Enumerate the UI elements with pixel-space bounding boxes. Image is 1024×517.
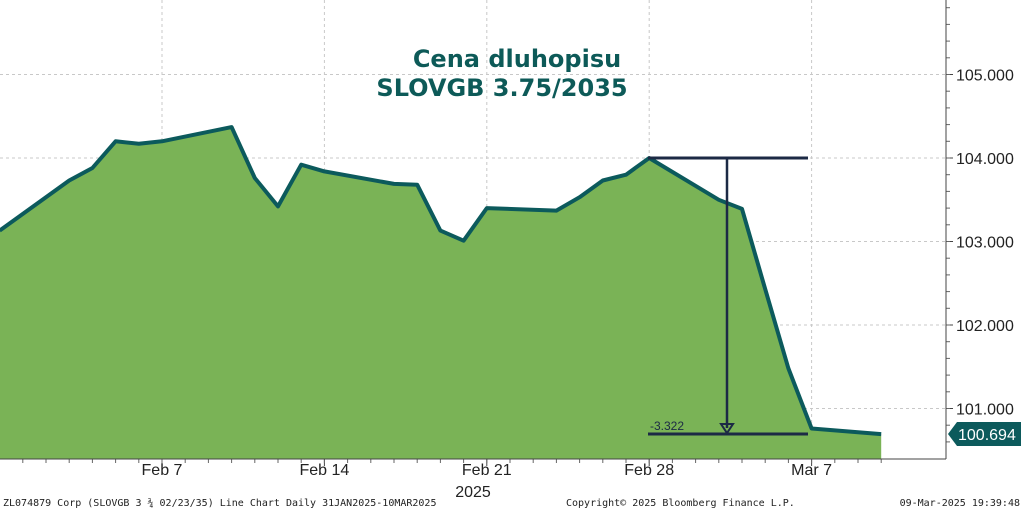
change-annotation: -3.322 [648,156,808,436]
footer-copyright: Copyright© 2025 Bloomberg Finance L.P. [566,498,795,509]
x-tick-label: Feb 7 [142,462,183,479]
last-value-badge [948,422,1021,447]
price-area [0,125,882,459]
price-line [0,125,882,437]
footer-chart-info: ZL074879 Corp (SLOVGB 3 ¾ 02/23/35) Line… [3,498,437,509]
y-tick-label: 105.000 [956,68,1014,85]
x-tick-label: Feb 14 [299,462,349,479]
chart-title: Cena dluhopisu [413,45,621,73]
y-tick-label: 101.000 [956,402,1014,419]
y-tick-label: 102.000 [956,318,1014,335]
x-tick-label: Mar 7 [791,462,832,479]
axes: 101.000 102.000 103.000 104.000 105.000 Feb 7… [0,0,1021,501]
x-tick-label: Feb 21 [462,462,512,479]
x-tick-label: Feb 28 [624,462,674,479]
y-tick-label: 103.000 [956,235,1014,252]
annotation-arrow-head [719,423,735,435]
annotation-label: -3.322 [650,419,684,433]
x-year-label: 2025 [455,484,491,501]
price-area-fill [0,127,882,459]
footer-timestamp: 09-Mar-2025 19:39:48 [899,498,1020,509]
chart-subtitle: SLOVGB 3.75/2035 [376,74,627,102]
y-tick-label: 104.000 [956,151,1014,168]
last-value-label: 100.694 [958,427,1016,444]
